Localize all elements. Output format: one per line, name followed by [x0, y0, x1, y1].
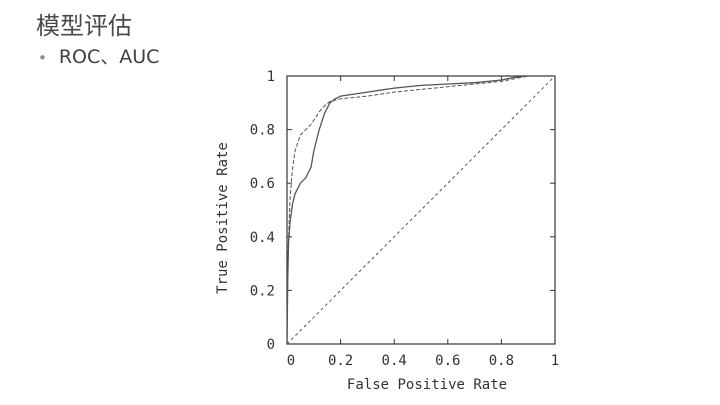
x-axis-label: False Positive Rate [347, 377, 507, 393]
bullet-item: • ROC、AUC [38, 42, 159, 69]
tick-layer: 0 0.2 0.4 0.6 0.8 1 0 0.2 0.4 0.6 0.8 1 [250, 69, 560, 369]
y-tick-label: 0.4 [250, 230, 275, 246]
series-line-solid [286, 75, 555, 345]
bullet-text: ROC、AUC [58, 46, 160, 68]
x-tick-label: 0.2 [328, 353, 353, 369]
y-axis-label: True Positive Rate [215, 142, 231, 294]
y-tick-label: 0.6 [250, 176, 275, 192]
y-tick-label: 0.8 [250, 123, 275, 139]
bullet-dot-icon: • [38, 49, 47, 67]
x-tick-label: 0.6 [435, 353, 460, 369]
series-layer [286, 75, 556, 345]
y-tick-label: 0.2 [250, 283, 275, 299]
x-tick-label: 0.8 [489, 353, 514, 369]
series-line-dashed [286, 75, 555, 345]
x-tick-label: 0 [287, 353, 295, 369]
y-tick-label: 0 [267, 337, 275, 353]
slide-title: 模型评估 [36, 12, 132, 40]
x-tick-label: 0.4 [382, 353, 407, 369]
plot-frame [286, 75, 556, 345]
x-tick-label: 1 [551, 353, 559, 369]
series-line-dotted [286, 75, 556, 345]
y-tick-label: 1 [267, 69, 275, 85]
